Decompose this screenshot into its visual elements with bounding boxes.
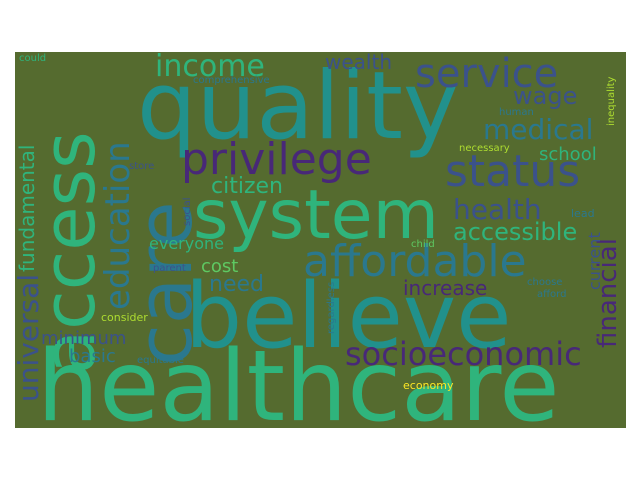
word-accessible: accessible [453, 218, 578, 246]
word-wealth: wealth [325, 52, 392, 74]
word-minimum: minimum [41, 328, 127, 349]
word-human: human [499, 107, 534, 118]
word-consider: consider [101, 311, 148, 324]
word-wage: wage [513, 82, 578, 110]
word-need: need [209, 272, 264, 297]
word-system: system [193, 176, 439, 255]
word-health: health [453, 193, 542, 226]
word-care: care [120, 201, 209, 366]
word-school: school [539, 144, 597, 165]
word-equitable: equitable [137, 355, 184, 366]
word-citizen: citizen [211, 174, 283, 199]
word-inequality: inequality [606, 76, 617, 126]
word-income: income [155, 52, 265, 84]
word-could: could [19, 53, 47, 64]
word-healthcare: healthcare [37, 330, 560, 428]
word-service: service [415, 52, 559, 97]
word-everyone: everyone [149, 234, 224, 253]
word-current: current [585, 232, 604, 290]
word-store: store [129, 161, 155, 172]
word-privilege: privilege [181, 134, 372, 185]
word-parent: parent [153, 263, 186, 274]
word-afford: afford [537, 289, 567, 300]
word-universal: universal [15, 273, 45, 402]
word-status: status [445, 146, 581, 197]
word-basic: basic [69, 346, 116, 367]
word-regardless: regardless [326, 281, 337, 334]
word-necessary: necessary [459, 143, 510, 154]
word-child: child [411, 239, 435, 250]
word-fundamental: fundamental [15, 144, 39, 272]
word-lead: lead [571, 207, 595, 220]
word-social: social [182, 197, 193, 226]
word-cloud: healthcare believe system quality care a… [15, 52, 626, 428]
word-choose: choose [527, 277, 563, 288]
word-quality: quality [137, 52, 459, 161]
word-cost: cost [201, 256, 239, 277]
word-socioeconomic: socioeconomic [345, 335, 582, 373]
word-affordable: affordable [303, 236, 527, 287]
word-believe: believe [185, 264, 512, 369]
word-increase: increase [403, 276, 488, 300]
word-comprehensive: comprehensive [193, 75, 270, 86]
word-economy: economy [403, 379, 454, 392]
word-medical: medical [483, 113, 594, 146]
